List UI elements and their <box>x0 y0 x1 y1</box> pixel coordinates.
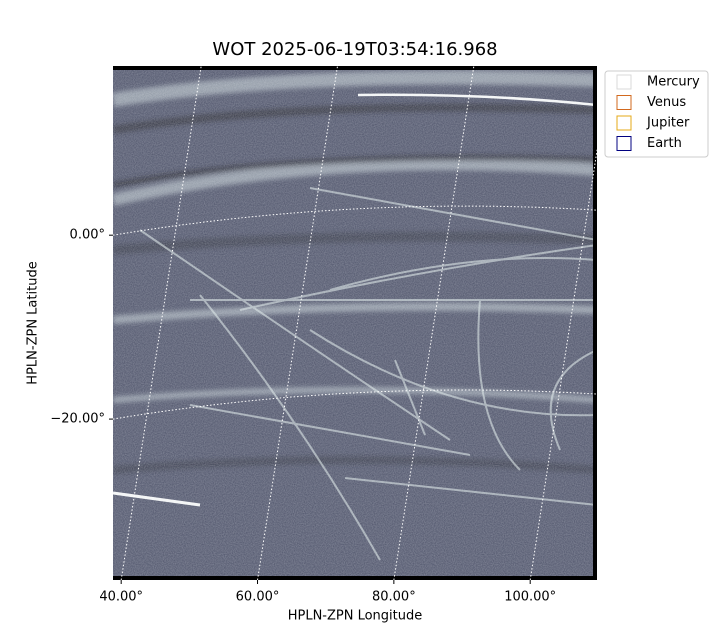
grid-line <box>393 66 475 580</box>
legend-label: Jupiter <box>646 116 690 131</box>
y-tick-label: 0.00° <box>70 228 105 243</box>
y-axis-label: HPLN-ZPN Latitude <box>26 261 41 384</box>
grid-line <box>257 66 339 580</box>
legend-label: Earth <box>647 136 682 151</box>
x-tick-label: 60.00° <box>236 590 280 605</box>
legend-label: Mercury <box>647 75 700 90</box>
legend-label: Venus <box>647 95 686 110</box>
legend-marker <box>616 74 632 90</box>
x-tick-label: 100.00° <box>504 590 556 605</box>
solar-image <box>113 66 597 580</box>
legend-box <box>604 70 709 158</box>
x-axis-label: HPLN-ZPN Longitude <box>288 609 423 624</box>
y-tick-label: −20.00° <box>50 412 105 427</box>
x-tick-label: 80.00° <box>372 590 416 605</box>
grid-line <box>113 205 597 236</box>
chart-title: WOT 2025-06-19T03:54:16.968 <box>212 39 497 60</box>
grid-line <box>113 389 597 420</box>
legend-marker <box>616 136 632 151</box>
legend-marker <box>616 95 632 110</box>
grid-line <box>529 147 597 580</box>
legend-marker <box>616 115 632 131</box>
x-tick-label: 40.00° <box>99 590 143 605</box>
grid-line <box>120 66 202 580</box>
